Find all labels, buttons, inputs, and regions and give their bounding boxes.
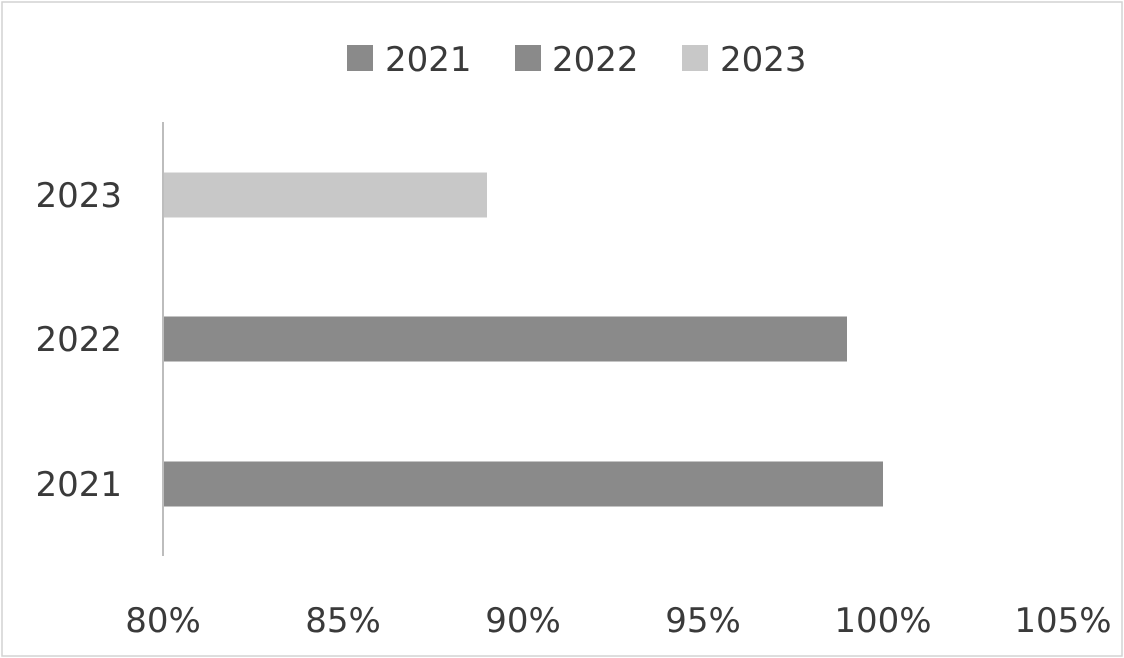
legend-swatch-2021 xyxy=(347,45,373,71)
x-tick-label: 80% xyxy=(125,601,201,641)
legend-swatch-2022 xyxy=(515,45,541,71)
x-tick-label: 95% xyxy=(665,601,741,641)
bar-2021 xyxy=(164,461,883,507)
category-label-2022: 2022 xyxy=(35,320,122,360)
x-tick-labels: 80% 85% 90% 95% 100% 105% xyxy=(125,601,1111,641)
category-labels: 2021 2022 2023 xyxy=(35,176,122,505)
x-tick-label: 85% xyxy=(305,601,381,641)
bar-2023 xyxy=(164,172,487,218)
legend-swatch-2023 xyxy=(682,45,708,71)
legend: 2021 2022 2023 xyxy=(347,40,807,80)
legend-label-2023: 2023 xyxy=(720,40,807,80)
x-tick-label: 100% xyxy=(834,601,931,641)
category-label-2023: 2023 xyxy=(35,176,122,216)
bars xyxy=(164,172,883,507)
x-tick-label: 90% xyxy=(485,601,561,641)
legend-label-2021: 2021 xyxy=(385,40,472,80)
category-label-2021: 2021 xyxy=(35,465,122,505)
bar-2022 xyxy=(164,316,847,362)
legend-label-2022: 2022 xyxy=(552,40,639,80)
x-tick-label: 105% xyxy=(1014,601,1111,641)
